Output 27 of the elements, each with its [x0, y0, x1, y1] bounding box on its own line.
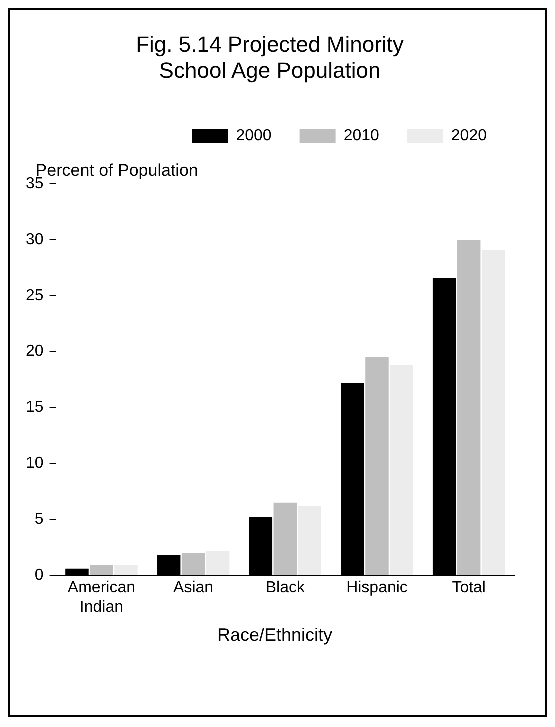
bar — [206, 550, 230, 576]
bar — [457, 240, 481, 576]
x-tick-label: Asian — [174, 580, 214, 597]
legend-label: 2020 — [451, 127, 488, 144]
bar — [90, 566, 114, 576]
x-tick-label: Hispanic — [346, 580, 408, 597]
y-tick-label: 5 — [34, 511, 44, 528]
bar — [298, 506, 322, 576]
bar — [274, 502, 298, 576]
y-tick-label: 25 — [26, 287, 44, 304]
y-tick-label: 15 — [26, 399, 44, 416]
legend-label: 2010 — [344, 127, 380, 144]
bar — [482, 250, 506, 576]
x-tick-label: Black — [266, 580, 306, 597]
chart-title: Fig. 5.14 Projected Minority School Age Population — [135, 32, 405, 84]
bar — [182, 553, 206, 576]
x-axis-title: Race/Ethnicity — [216, 625, 334, 646]
y-tick-label: 30 — [26, 231, 44, 248]
y-tick-label: 0 — [34, 567, 44, 584]
x-tick-label: Total — [452, 580, 486, 597]
y-tick-label: 20 — [26, 343, 44, 360]
bar — [390, 365, 414, 576]
legend-label: 2000 — [236, 127, 272, 144]
y-tick-label: 10 — [26, 455, 44, 472]
x-tick-label: American Indian — [68, 580, 136, 616]
bar — [114, 566, 138, 576]
bar — [366, 357, 389, 576]
